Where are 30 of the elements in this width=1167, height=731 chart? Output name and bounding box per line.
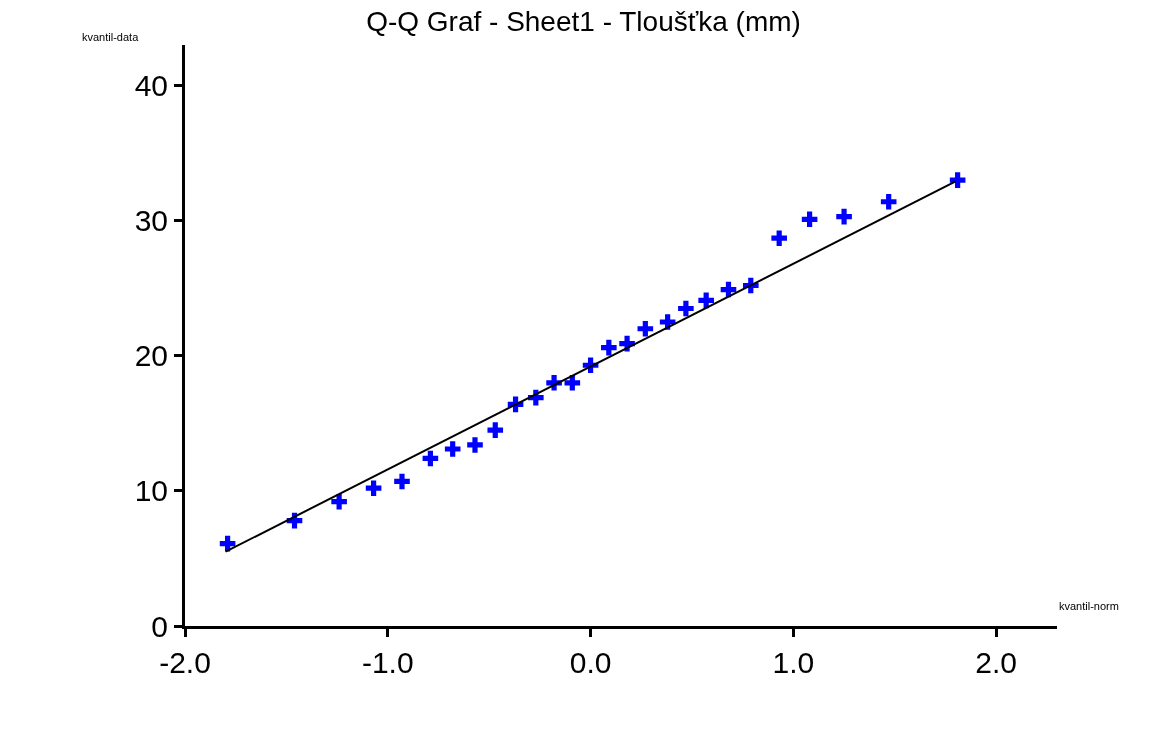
x-tick-label: 1.0 (772, 646, 815, 679)
point (487, 422, 504, 438)
point (880, 193, 897, 210)
point (678, 300, 694, 317)
x-tick-label: 2.0 (975, 646, 1018, 679)
point (365, 480, 382, 496)
point (394, 473, 410, 490)
chart-title: Q-Q Graf - Sheet1 - Tloušťka (mm) (366, 5, 801, 37)
point (949, 172, 966, 188)
point (698, 292, 714, 309)
point (444, 441, 461, 457)
y-axis-title: kvantil-data (82, 31, 140, 43)
point (467, 437, 483, 453)
point (331, 493, 347, 510)
point (801, 211, 818, 228)
y-tick-label: 10 (134, 474, 168, 508)
x-tick-label: -2.0 (159, 646, 211, 679)
x-axis-title: kvantil-norm (1059, 600, 1119, 612)
point (836, 208, 852, 225)
y-tick-label: 0 (151, 609, 168, 643)
y-tick-label: 20 (134, 339, 168, 373)
x-tick-label: 0.0 (569, 646, 612, 679)
point (637, 320, 654, 337)
point (422, 450, 439, 467)
point (564, 374, 581, 391)
point (601, 339, 617, 356)
x-tick-label: -1.0 (361, 646, 414, 679)
point (771, 230, 787, 247)
y-tick-label: 30 (134, 204, 168, 238)
y-tick-label: 40 (134, 69, 168, 103)
